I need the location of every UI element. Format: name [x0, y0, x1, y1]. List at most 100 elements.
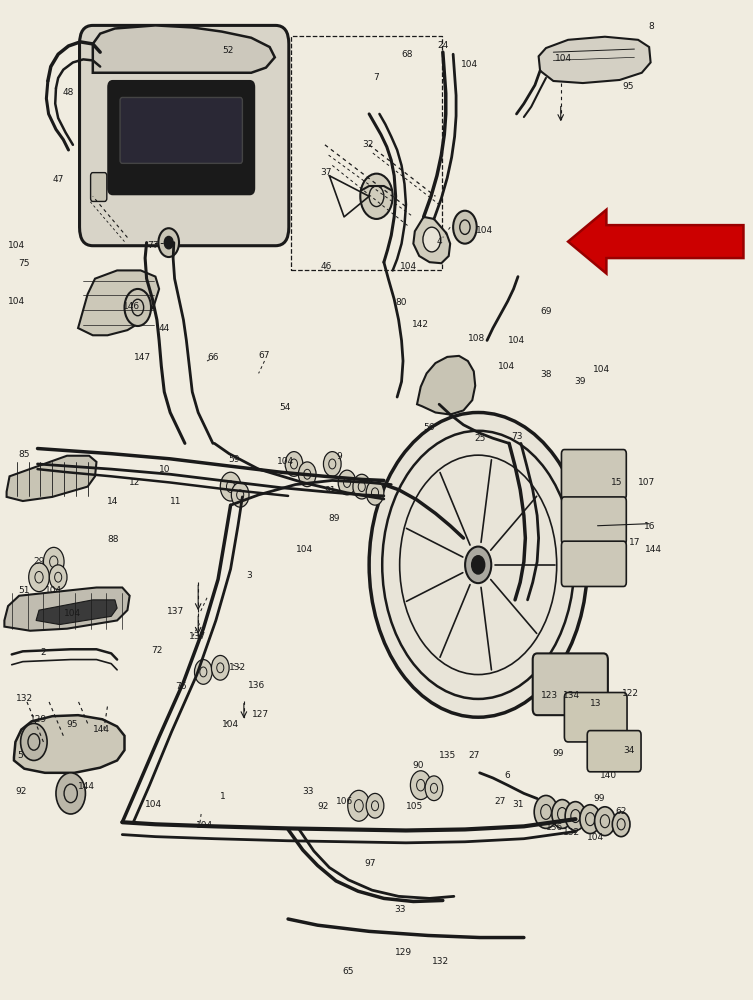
Text: 11: 11 — [169, 497, 181, 506]
Text: 104: 104 — [277, 457, 294, 466]
Text: 99: 99 — [553, 749, 564, 758]
Text: 66: 66 — [207, 353, 218, 362]
Text: 33: 33 — [395, 905, 406, 914]
Circle shape — [423, 227, 441, 252]
Text: 1: 1 — [221, 792, 226, 801]
Text: 16: 16 — [644, 522, 656, 531]
Text: 25: 25 — [474, 434, 486, 443]
Text: 69: 69 — [540, 307, 552, 316]
Circle shape — [164, 236, 173, 249]
Text: 137: 137 — [166, 607, 184, 616]
Text: 104: 104 — [401, 262, 417, 271]
Text: 17: 17 — [630, 538, 641, 547]
Text: 104: 104 — [555, 54, 572, 63]
Circle shape — [194, 660, 212, 684]
Text: 136: 136 — [546, 823, 563, 832]
Text: 48: 48 — [62, 88, 75, 97]
Text: 104: 104 — [8, 241, 26, 250]
Text: 37: 37 — [321, 168, 332, 177]
Text: 29: 29 — [33, 557, 44, 566]
Circle shape — [453, 211, 477, 244]
Text: 27: 27 — [468, 751, 480, 760]
Text: 59: 59 — [228, 455, 240, 464]
Text: 90: 90 — [413, 761, 424, 770]
FancyBboxPatch shape — [80, 25, 289, 246]
Circle shape — [595, 807, 615, 836]
Circle shape — [158, 228, 179, 257]
Circle shape — [566, 802, 586, 830]
Text: 92: 92 — [317, 802, 328, 811]
Text: 39: 39 — [574, 377, 586, 386]
Circle shape — [221, 472, 241, 501]
Text: 129: 129 — [395, 948, 413, 957]
FancyArrow shape — [568, 210, 743, 274]
Circle shape — [298, 462, 316, 487]
Text: 10: 10 — [159, 465, 170, 474]
Text: 27: 27 — [494, 797, 505, 806]
Text: 54: 54 — [279, 403, 291, 412]
Text: 104: 104 — [222, 720, 239, 729]
Text: 107: 107 — [638, 478, 655, 487]
Text: 75: 75 — [19, 259, 30, 268]
Circle shape — [338, 470, 356, 495]
Circle shape — [366, 793, 384, 818]
Circle shape — [366, 480, 384, 505]
Text: 38: 38 — [540, 370, 552, 379]
Polygon shape — [538, 37, 651, 83]
Text: 123: 123 — [541, 691, 558, 700]
FancyBboxPatch shape — [587, 731, 641, 772]
FancyBboxPatch shape — [108, 81, 255, 194]
Circle shape — [580, 805, 600, 834]
Circle shape — [612, 812, 630, 837]
Circle shape — [348, 790, 370, 821]
Text: 127: 127 — [252, 710, 269, 719]
Polygon shape — [7, 456, 96, 501]
Text: 14: 14 — [107, 497, 118, 506]
Text: 104: 104 — [296, 545, 312, 554]
Text: 134: 134 — [563, 691, 581, 700]
Text: 106: 106 — [336, 797, 353, 806]
Text: 47: 47 — [53, 175, 64, 184]
Text: 56: 56 — [423, 423, 434, 432]
Text: 122: 122 — [622, 689, 639, 698]
Polygon shape — [36, 600, 117, 625]
Circle shape — [410, 771, 431, 800]
Text: 13: 13 — [590, 699, 601, 708]
Circle shape — [425, 776, 443, 801]
Circle shape — [465, 547, 491, 583]
Text: 80: 80 — [396, 298, 407, 307]
Text: 104: 104 — [63, 609, 81, 618]
Text: 97: 97 — [365, 859, 376, 868]
Circle shape — [124, 289, 151, 326]
Text: 136: 136 — [248, 681, 265, 690]
Text: 67: 67 — [259, 351, 270, 360]
Polygon shape — [5, 588, 130, 631]
Text: 51: 51 — [19, 586, 30, 595]
Polygon shape — [93, 25, 275, 73]
Text: 132: 132 — [563, 828, 581, 837]
Text: 142: 142 — [412, 320, 429, 329]
FancyBboxPatch shape — [532, 653, 608, 715]
Text: 104: 104 — [45, 586, 62, 595]
Text: 104: 104 — [498, 362, 515, 371]
Text: 146: 146 — [123, 302, 140, 311]
Text: 89: 89 — [328, 514, 340, 523]
Text: 104: 104 — [587, 833, 604, 842]
Text: 73: 73 — [511, 432, 523, 441]
Text: 5: 5 — [18, 751, 23, 760]
Text: 137: 137 — [189, 632, 206, 641]
Circle shape — [369, 412, 587, 717]
Text: 33: 33 — [302, 787, 314, 796]
Text: 95: 95 — [66, 720, 78, 729]
Circle shape — [324, 452, 341, 476]
Text: 140: 140 — [600, 771, 617, 780]
Text: 15: 15 — [611, 478, 623, 487]
Text: 62: 62 — [615, 807, 626, 816]
Circle shape — [20, 723, 47, 760]
Text: 104: 104 — [8, 297, 26, 306]
Text: 104: 104 — [508, 336, 525, 345]
Text: 24: 24 — [437, 41, 449, 50]
Text: 85: 85 — [19, 450, 30, 459]
Text: 34: 34 — [623, 746, 634, 755]
Circle shape — [29, 563, 50, 592]
